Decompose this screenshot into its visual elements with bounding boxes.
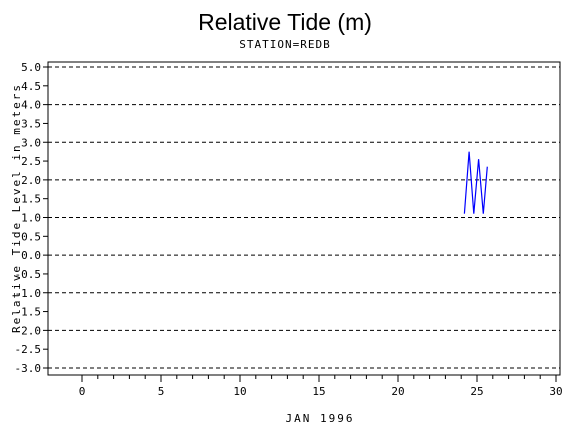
chart-title: Relative Tide (m) (198, 9, 372, 35)
x-axis-label: JAN 1996 (286, 412, 355, 425)
y-tick-label: -3.0 (15, 362, 42, 375)
y-tick-label: -1.0 (15, 287, 42, 300)
y-tick-label: 2.0 (21, 174, 41, 187)
y-axis: 5.0 4.5 4.0 3.5 3.0 2.5 2.0 1.5 1.0 0.5 0.0 -0.5 -1.… (15, 61, 48, 375)
y-tick-label: -0.5 (15, 268, 42, 281)
plot-area-frame (47, 61, 561, 376)
series-group (463, 151, 488, 214)
y-tick-label: 4.5 (21, 80, 41, 93)
y-axis-label: Relative Tide Level in meters (10, 83, 23, 333)
x-tick-label: 0 (79, 385, 86, 398)
y-tick-label: 0.0 (21, 249, 41, 262)
y-tick-label: 1.0 (21, 212, 41, 225)
tide-series-line (463, 151, 488, 214)
y-tick-label: 0.5 (21, 230, 41, 243)
y-tick-label: 2.5 (21, 155, 41, 168)
x-tick-label: 5 (158, 385, 165, 398)
x-tick-label: 10 (233, 385, 246, 398)
x-axis: 0 5 10 15 20 25 30 (79, 375, 563, 398)
y-tick-label: 3.5 (21, 117, 41, 130)
gridlines (48, 66, 560, 369)
y-tick-label: 5.0 (21, 61, 41, 74)
x-tick-label: 25 (470, 385, 483, 398)
chart-subtitle: STATION=REDB (239, 38, 330, 51)
y-tick-label: -2.5 (15, 343, 42, 356)
y-tick-label: -2.0 (15, 324, 42, 337)
y-tick-label: 1.5 (21, 193, 41, 206)
x-tick-label: 20 (391, 385, 404, 398)
x-tick-label: 30 (549, 385, 562, 398)
y-tick-label: -1.5 (15, 306, 42, 319)
y-tick-label: 3.0 (21, 136, 41, 149)
x-tick-label: 15 (312, 385, 325, 398)
y-tick-label: 4.0 (21, 99, 41, 112)
